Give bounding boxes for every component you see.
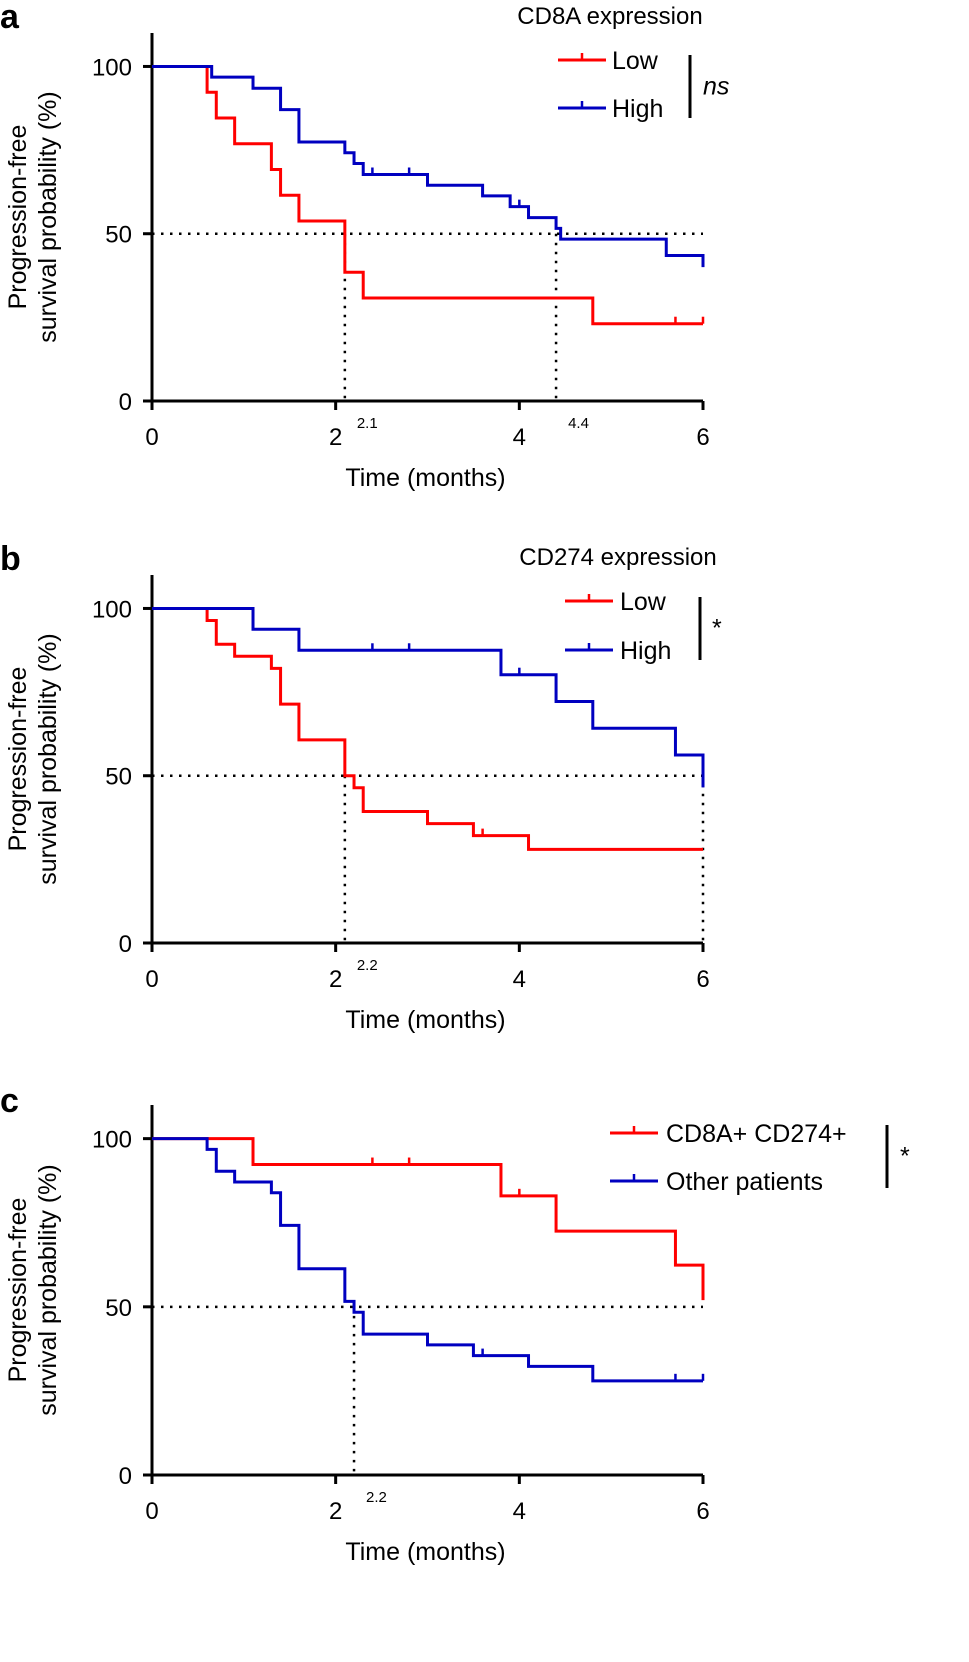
x-tick-label: 0 (145, 966, 158, 993)
y-axis-label-line1: Progression-free (4, 125, 32, 310)
y-axis-label-line2: survival probability (%) (34, 91, 62, 342)
legend-label: High (612, 95, 663, 123)
x-tick-label: 4 (513, 1498, 526, 1525)
y-axis-label: Progression-freesurvival probability (%) (4, 91, 62, 342)
km-curve-red (152, 1137, 705, 1301)
x-tick-label: 6 (696, 966, 709, 993)
x-tick-label: 0 (145, 1498, 158, 1525)
panel-letter: b (0, 540, 21, 578)
x-axis-label: Time (months) (345, 464, 505, 492)
panel-letter: a (0, 0, 20, 36)
km-curve-blue (152, 64, 705, 268)
chart-title: CD274 expression (519, 544, 716, 571)
y-tick-label: 0 (119, 389, 132, 416)
x-axis-label: Time (months) (345, 1538, 505, 1566)
panel-a: a CD8A expression 0 50 100 0 2 4 6 Time (months) P… (0, 0, 729, 492)
significance-label: * (712, 615, 722, 643)
y-tick-label: 50 (105, 764, 132, 791)
x-tick-label: 2 (329, 966, 342, 993)
y-tick-label: 0 (119, 1463, 132, 1490)
y-tick-label: 0 (119, 931, 132, 958)
x-tick-label: 2 (329, 424, 342, 451)
legend-label: CD8A+ CD274+ (666, 1120, 847, 1148)
x-axis-label: Time (months) (345, 1006, 505, 1034)
x-tick-label: 4 (513, 966, 526, 993)
x-tick-label: 4 (513, 424, 526, 451)
y-axis-label-line2: survival probability (%) (34, 1164, 62, 1415)
median-label: 4.4 (568, 415, 589, 432)
y-tick-label: 100 (92, 596, 132, 623)
panel-b: b CD274 expression 0 50 100 0 2 4 6 Time (months)… (0, 540, 722, 1034)
median-label: 2.2 (366, 1489, 387, 1506)
y-tick-label: 50 (105, 1295, 132, 1322)
x-tick-label: 6 (696, 424, 709, 451)
median-label: 2.1 (357, 415, 378, 432)
legend-label: Low (612, 47, 659, 75)
significance-label: ns (703, 73, 729, 101)
x-tick-label: 2 (329, 1498, 342, 1525)
km-curve-red (152, 606, 703, 851)
chart-title: CD8A expression (517, 3, 702, 30)
y-axis-label-line1: Progression-free (4, 667, 32, 852)
legend-label: Other patients (666, 1168, 823, 1196)
panel-letter: c (0, 1082, 19, 1120)
y-tick-label: 100 (92, 54, 132, 81)
y-tick-label: 50 (105, 222, 132, 249)
km-curve-blue (152, 1137, 703, 1383)
significance-label: * (900, 1143, 910, 1171)
y-axis-label-line1: Progression-free (4, 1198, 32, 1383)
km-curve-red (152, 64, 703, 326)
legend-label: High (620, 637, 671, 665)
y-axis-label: Progression-freesurvival probability (%) (4, 1164, 62, 1415)
y-axis-label: Progression-freesurvival probability (%) (4, 633, 62, 884)
y-axis-label-line2: survival probability (%) (34, 633, 62, 884)
x-tick-label: 6 (696, 1498, 709, 1525)
km-curve-blue (152, 606, 705, 788)
median-label: 2.2 (357, 957, 378, 974)
panel-c: c 0 50 100 0 2 4 6 Time (months) Progression-free… (0, 1082, 910, 1566)
legend-label: Low (620, 588, 667, 616)
x-tick-label: 0 (145, 424, 158, 451)
y-tick-label: 100 (92, 1127, 132, 1154)
